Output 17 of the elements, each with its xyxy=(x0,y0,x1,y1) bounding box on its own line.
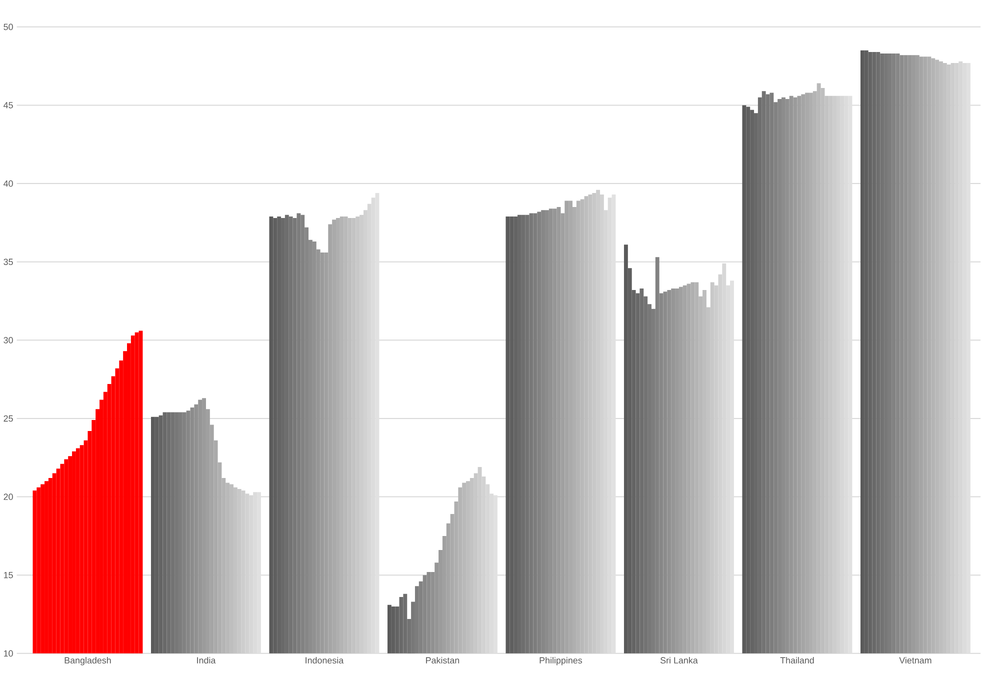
y-tick-label: 40 xyxy=(4,180,13,187)
y-tick-label: 30 xyxy=(4,336,13,344)
y-tick-label: 15 xyxy=(4,572,13,578)
x-tick-label: Pakistan xyxy=(426,656,460,664)
x-tick-label: India xyxy=(197,656,216,664)
x-tick-label: Indonesia xyxy=(306,656,344,664)
y-tick-label: 45 xyxy=(4,102,13,108)
x-tick-label: Vietnam xyxy=(899,656,932,664)
x-tick-label: Bangladesh xyxy=(64,656,111,666)
y-tick-label: 20 xyxy=(4,493,13,500)
y-tick-label: 10 xyxy=(4,650,13,656)
x-tick-label: Philippines xyxy=(540,656,582,666)
y-tick-label: 50 xyxy=(4,24,13,30)
y-tick-label: 25 xyxy=(4,415,13,422)
y-tick-label: 35 xyxy=(4,258,13,265)
x-tick-label: Sri Lanka xyxy=(660,656,698,664)
x-tick-label: Thailand xyxy=(780,656,814,664)
